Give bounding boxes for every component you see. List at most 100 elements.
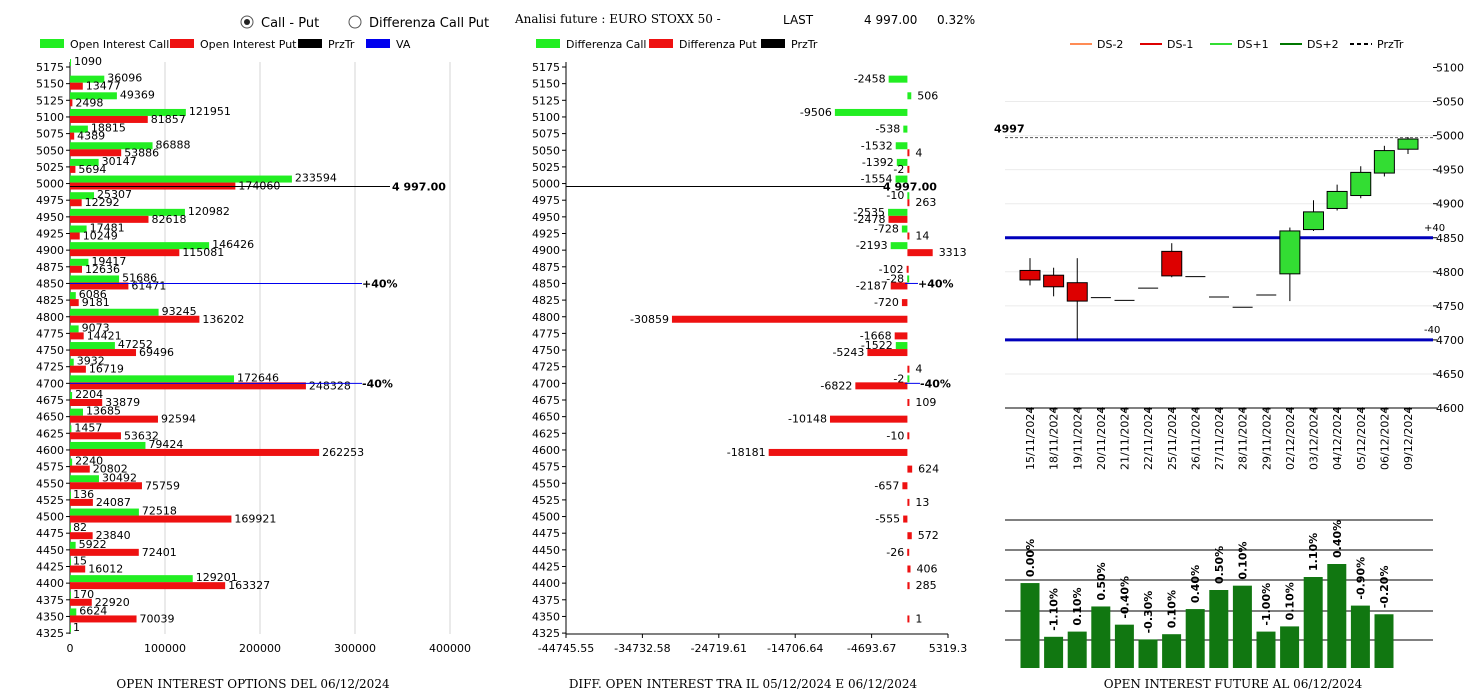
call-value-label: 6624 — [79, 604, 107, 617]
put-value-label: 16719 — [89, 363, 124, 376]
diff-put-bar-label: 263 — [915, 196, 936, 209]
call-bar — [70, 75, 105, 83]
put-value-label: 70039 — [140, 612, 175, 625]
diff-put-bar-label: 4 — [915, 363, 922, 376]
x-tick-label: 26/11/2024 — [1189, 407, 1202, 470]
diff-call-bar — [888, 75, 908, 83]
y-tick-label: 4625 — [36, 427, 64, 440]
x-tick-label: 27/11/2024 — [1213, 407, 1226, 470]
call-bar — [70, 558, 71, 566]
y-tick-label: 5075 — [36, 128, 64, 141]
y-tick-label: 5075 — [532, 128, 560, 141]
x-tick-label: 22/11/2024 — [1142, 407, 1155, 470]
diff-call-bar — [895, 175, 908, 183]
call-value-label: 6086 — [79, 288, 107, 301]
put-bar — [70, 299, 79, 307]
put-bar — [70, 132, 75, 140]
radio-label[interactable]: Call - Put — [261, 16, 319, 31]
diff-call-bar-label: -2 — [893, 372, 904, 385]
y-tick-label: 4700 — [532, 377, 560, 390]
y-tick-label: 4350 — [532, 610, 560, 623]
call-value-label: 170 — [73, 588, 94, 601]
candle-body — [1397, 138, 1419, 150]
diff-put-bar — [902, 482, 908, 490]
va-lower-label: -40% — [362, 377, 393, 390]
diff-put-bar-label: -10148 — [788, 413, 827, 426]
call-bar — [70, 525, 71, 533]
y-tick-label: 4850 — [1436, 232, 1464, 245]
radio-circle[interactable] — [348, 15, 362, 29]
x-tick-label: 200000 — [239, 642, 281, 655]
diff-call-bar — [895, 142, 908, 150]
candle-body — [1043, 274, 1065, 288]
put-value-label: 92594 — [161, 413, 196, 426]
put-bar — [70, 432, 121, 440]
y-tick-label: 4850 — [532, 277, 560, 290]
call-bar — [70, 258, 89, 266]
diff-call-bar-label: -1522 — [861, 339, 893, 352]
y-tick-label: 4700 — [36, 377, 64, 390]
chart-title: OPEN INTEREST FUTURE AL 06/12/2024 — [1104, 677, 1363, 691]
y-tick-label: 4800 — [36, 311, 64, 324]
analysis-label: Analisi future : EURO STOXX 50 - — [514, 12, 721, 26]
call-value-label: 82 — [73, 521, 87, 534]
oi-future-bar — [1280, 626, 1300, 668]
diff-put-bar-label: 1 — [915, 612, 922, 625]
call-bar — [70, 59, 72, 66]
call-value-label: 19417 — [91, 255, 126, 268]
candle — [1350, 166, 1372, 199]
radio-label[interactable]: Differenza Call Put — [369, 16, 489, 31]
candle — [1019, 258, 1041, 286]
y-tick-label: 5025 — [532, 161, 560, 174]
radio-differenza-call-put[interactable]: Differenza Call Put — [348, 15, 489, 31]
diff-put-bar — [903, 515, 908, 523]
x-tick-label: 400000 — [429, 642, 471, 655]
call-bar — [70, 408, 84, 416]
diff-call-bar — [907, 92, 912, 100]
call-value-label: 30492 — [102, 471, 137, 484]
diff-put-bar-label: 109 — [915, 396, 936, 409]
call-bar — [70, 292, 76, 300]
oi-future-label: -1.00% — [1260, 583, 1273, 626]
oi-future-bar — [1114, 624, 1134, 668]
call-bar — [70, 591, 71, 599]
call-bar — [70, 342, 115, 350]
legend-item: PrzTr — [298, 38, 355, 51]
put-value-label: 5694 — [78, 163, 106, 176]
diff-put-bar — [907, 548, 910, 556]
put-value-label: 13477 — [86, 80, 121, 93]
diff-put-bar — [907, 498, 910, 506]
put-value-label: 69496 — [139, 346, 174, 359]
x-tick-label: 19/11/2024 — [1071, 407, 1084, 470]
diff-put-bar — [888, 215, 908, 223]
y-tick-label: 4825 — [36, 294, 64, 307]
diff-put-bar-label: 406 — [917, 563, 938, 576]
put-value-label: 53886 — [124, 146, 159, 159]
y-tick-label: 4650 — [36, 411, 64, 424]
put-value-label: 14421 — [87, 329, 122, 342]
header-bar: Call - Put Differenza Call Put Analisi fut… — [240, 12, 975, 31]
put-bar — [70, 615, 137, 623]
call-value-label: 3932 — [77, 355, 105, 368]
legend-item: VA — [366, 38, 411, 51]
y-tick-label: 4350 — [36, 610, 64, 623]
oi-future-bar — [1138, 639, 1158, 668]
put-value-label: 16012 — [88, 563, 123, 576]
oi-future-label: 0.10% — [1284, 582, 1297, 620]
legend-swatch — [761, 39, 785, 48]
put-value-label: 163327 — [228, 579, 270, 592]
x-tick-label: 05/12/2024 — [1355, 407, 1368, 470]
oi-future-bar — [1350, 605, 1370, 668]
candle — [1066, 258, 1088, 340]
candle-body — [1373, 150, 1395, 174]
diff-call-bar-label: -9506 — [800, 106, 832, 119]
put-bar — [70, 399, 103, 406]
call-bar — [70, 92, 117, 100]
diff-call-bar-label: 506 — [917, 89, 938, 102]
call-value-label: 93245 — [162, 305, 197, 318]
put-value-label: 136202 — [202, 313, 244, 326]
diff-put-bar-label: -30859 — [630, 313, 669, 326]
radio-call-put[interactable]: Call - Put — [240, 15, 319, 31]
legend-swatch — [298, 39, 322, 48]
